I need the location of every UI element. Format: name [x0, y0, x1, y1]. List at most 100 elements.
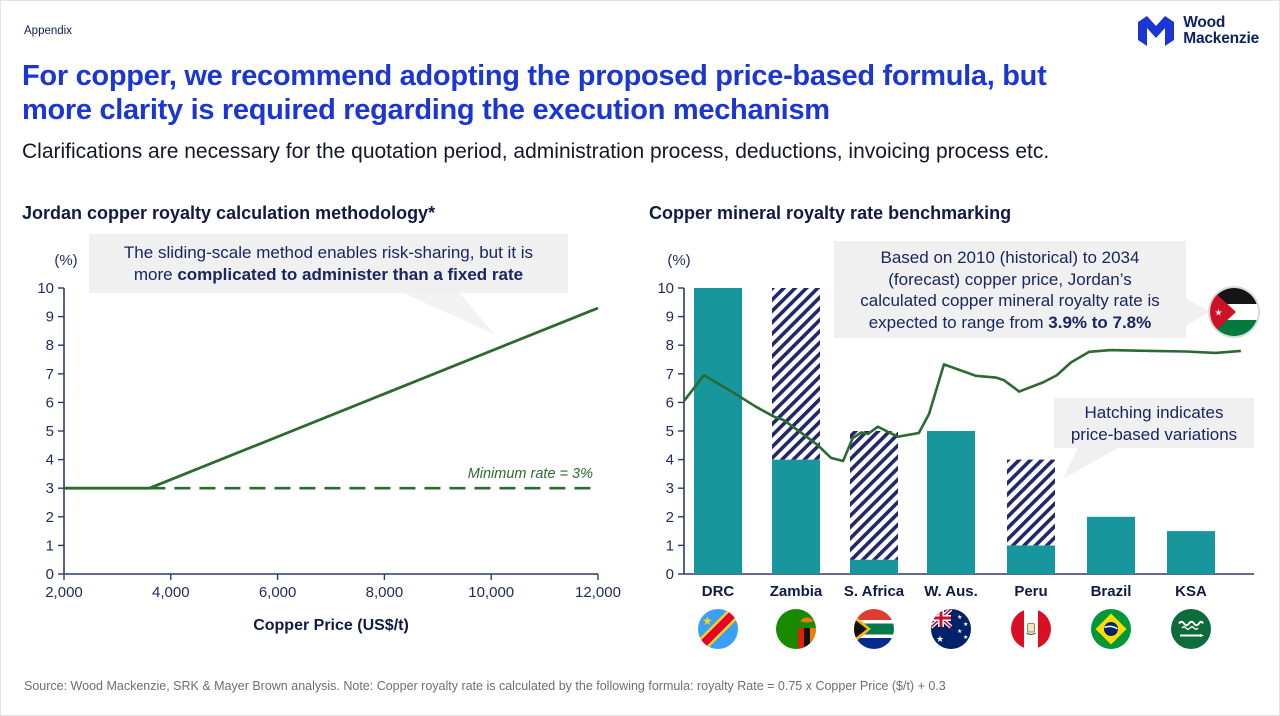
y-unit-label: (%): [54, 252, 77, 269]
x-axis-title: Copper Price (US$/t): [253, 617, 409, 634]
x-tick-label: 8,000: [366, 584, 404, 601]
jordan-rate-line: [682, 348, 1241, 463]
y-tick-label: 5: [46, 423, 54, 440]
left-chart-title: Jordan copper royalty calculation method…: [22, 203, 436, 223]
page-title-line1: For copper, we recommend adopting the pr…: [22, 60, 1047, 92]
callout-hatching: Hatching indicates price-based variation…: [1054, 398, 1254, 448]
y-tick-label: 2: [666, 509, 674, 526]
flag-brazil-icon: [1091, 609, 1131, 649]
svg-text:★: ★: [702, 614, 713, 628]
callout-range-line4-bold: 3.9% to 7.8%: [1048, 312, 1152, 332]
x-tick-label: 6,000: [259, 584, 297, 601]
bar-W. Aus.: [927, 431, 975, 574]
callout-sliding-line2-normal: more: [133, 264, 178, 284]
flag-zambia-icon: [776, 609, 816, 649]
bar-S. Africa: [850, 559, 898, 574]
y-tick-label: 7: [666, 366, 674, 383]
y-tick-label: 7: [46, 366, 54, 383]
svg-text:★: ★: [957, 614, 962, 621]
category-label: Zambia: [770, 583, 823, 600]
woodmac-logo: Wood Mackenzie: [1136, 14, 1259, 48]
callout-sliding-line2: more complicated to administer than a fi…: [89, 264, 568, 286]
svg-text:★: ★: [1215, 308, 1223, 318]
callout-range-line3: calculated copper mineral royalty rate i…: [860, 291, 1160, 310]
bar-Peru: [1007, 545, 1055, 574]
hatch-bar-S. Africa: [850, 431, 898, 560]
callout-range-tail: [1186, 298, 1210, 326]
y-tick-label: 1: [46, 537, 54, 554]
category-label: Brazil: [1091, 583, 1132, 600]
x-tick-label: 12,000: [575, 584, 621, 601]
category-label: W. Aus.: [924, 583, 978, 600]
flag-drc-icon: ★: [698, 609, 738, 649]
y-tick-label: 2: [46, 509, 54, 526]
y-tick-label: 0: [46, 566, 54, 583]
woodmac-logo-line1: Wood: [1183, 14, 1226, 31]
y-tick-label: 8: [666, 337, 674, 354]
category-label: DRC: [702, 583, 735, 600]
royalty-benchmark-bar-chart: 0 1 2 3 4 5 6 7 8 9 10 (%) DRC Zambia S. Africa W. Aus.…: [657, 252, 1254, 600]
y-tick-label: 6: [666, 394, 674, 411]
royalty-rate-line: [64, 306, 599, 490]
svg-text:★: ★: [963, 634, 968, 641]
category-label: Peru: [1014, 583, 1047, 600]
category-label: KSA: [1175, 583, 1207, 600]
y-tick-label: 9: [46, 309, 54, 326]
y-tick-label: 10: [657, 280, 674, 297]
bar-DRC: [694, 288, 742, 574]
callout-range-line4-normal: expected to range from: [868, 312, 1049, 332]
svg-text:★: ★: [936, 634, 944, 644]
jordan-royalty-line-chart: 0 1 2 3 4 5 6 7 8 9 10 2,000 4,000 6,000 8,000 10,000 12…: [37, 252, 621, 634]
footer-note: Source: Wood Mackenzie, SRK & Mayer Brow…: [24, 679, 946, 693]
y-tick-label: 9: [666, 309, 674, 326]
y-tick-label: 10: [37, 280, 54, 297]
bar-KSA: [1167, 531, 1215, 574]
y-tick-label: 3: [666, 480, 674, 497]
flag-jordan-icon: ★: [1210, 288, 1258, 336]
y-tick-label: 0: [666, 566, 674, 583]
callout-range-line4: expected to range from 3.9% to 7.8%: [834, 312, 1186, 334]
hatch-bar-Zambia: [772, 288, 820, 460]
category-label: S. Africa: [844, 583, 905, 600]
x-tick-label: 2,000: [45, 584, 83, 601]
flag-australia-icon: ★ ★ ★ ★ ★: [931, 609, 971, 649]
y-tick-label: 6: [46, 394, 54, 411]
flag-saudi-arabia-icon: [1171, 609, 1211, 649]
callout-hatch-tail: [1063, 448, 1118, 479]
y-tick-label: 3: [46, 480, 54, 497]
callout-sliding-line2-bold: complicated to administer than a fixed r…: [177, 264, 524, 284]
svg-text:★: ★: [957, 628, 962, 635]
callout-hatch-line1: Hatching indicates: [1084, 403, 1224, 422]
right-chart-title: Copper mineral royalty rate benchmarking: [649, 203, 1012, 223]
woodmac-logo-text: Wood Mackenzie: [1183, 15, 1259, 47]
flag-south-africa-icon: [854, 609, 894, 649]
callout-range-line1: Based on 2010 (historical) to 2034: [880, 248, 1140, 267]
callout-jordan-range: Based on 2010 (historical) to 2034 (fore…: [834, 241, 1186, 338]
page-title: For copper, we recommend adopting the pr…: [22, 59, 1252, 127]
callout-sliding-line1: The sliding-scale method enables risk-sh…: [123, 243, 534, 262]
y-tick-label: 4: [46, 452, 54, 469]
callout-range-line2: (forecast) copper price, Jordan’s: [888, 269, 1132, 289]
minimum-rate-label: Minimum rate = 3%: [468, 466, 593, 482]
page-title-line2: more clarity is required regarding the e…: [22, 94, 830, 126]
flag-peru-icon: [1011, 609, 1051, 649]
x-tick-label: 10,000: [468, 584, 514, 601]
page-subtitle: Clarifications are necessary for the quo…: [22, 140, 1050, 163]
y-tick-label: 8: [46, 337, 54, 354]
y-tick-label: 1: [666, 537, 674, 554]
y-tick-label: 4: [666, 452, 674, 469]
y-tick-label: 5: [666, 423, 674, 440]
hatch-bar-Peru: [1007, 459, 1055, 546]
appendix-label: Appendix: [24, 25, 72, 37]
y-unit-label: (%): [667, 252, 690, 269]
bar-Brazil: [1087, 516, 1135, 574]
bar-Zambia: [772, 459, 820, 574]
callout-sliding-scale: The sliding-scale method enables risk-sh…: [89, 234, 568, 293]
svg-text:★: ★: [963, 621, 968, 628]
x-tick-label: 4,000: [152, 584, 190, 601]
callout-hatch-line2: price-based variations: [1070, 424, 1238, 444]
callout-sliding-tail: [401, 292, 494, 334]
woodmac-logo-line2: Mackenzie: [1183, 30, 1259, 47]
woodmac-logo-mark: [1138, 16, 1175, 46]
